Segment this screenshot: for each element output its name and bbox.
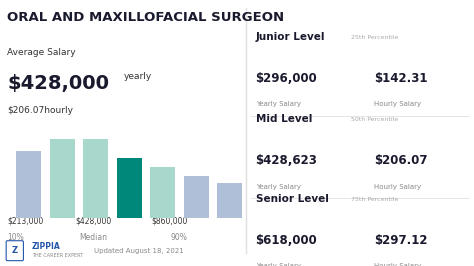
Text: 75th Percentile: 75th Percentile (351, 197, 399, 202)
Text: Median: Median (80, 233, 108, 242)
Text: $296,000: $296,000 (255, 72, 317, 85)
Text: Z: Z (12, 246, 18, 255)
Text: Yearly Salary: Yearly Salary (255, 101, 301, 107)
Text: ORAL AND MAXILLOFACIAL SURGEON: ORAL AND MAXILLOFACIAL SURGEON (8, 11, 284, 24)
Text: Senior Level: Senior Level (255, 194, 328, 204)
Text: 10%: 10% (8, 233, 24, 242)
Text: $428,000: $428,000 (75, 217, 112, 226)
Text: $428,623: $428,623 (255, 154, 318, 167)
Bar (117, 157, 142, 218)
Text: $618,000: $618,000 (255, 234, 317, 247)
Text: Junior Level: Junior Level (255, 32, 325, 42)
Text: Average Salary: Average Salary (8, 48, 76, 57)
Text: Yearly Salary: Yearly Salary (255, 184, 301, 190)
Bar (16, 151, 41, 218)
Bar (83, 139, 108, 218)
Text: 90%: 90% (171, 233, 187, 242)
Text: $206.07: $206.07 (374, 154, 428, 167)
Text: Mid Level: Mid Level (255, 114, 312, 124)
Text: Hourly Salary: Hourly Salary (374, 263, 421, 266)
Text: $428,000: $428,000 (8, 74, 109, 93)
Text: $213,000: $213,000 (8, 217, 44, 226)
Bar (217, 183, 242, 218)
Text: Updated August 18, 2021: Updated August 18, 2021 (94, 248, 183, 254)
Bar (150, 167, 175, 218)
Text: yearly: yearly (123, 72, 152, 81)
Text: Hourly Salary: Hourly Salary (374, 184, 421, 190)
Text: THE CAREER EXPERT: THE CAREER EXPERT (32, 253, 83, 258)
Bar (50, 139, 75, 218)
Text: 50th Percentile: 50th Percentile (351, 117, 398, 122)
Text: Hourly Salary: Hourly Salary (374, 101, 421, 107)
Text: 25th Percentile: 25th Percentile (351, 35, 399, 40)
Text: $206.07hourly: $206.07hourly (8, 106, 73, 115)
Text: $142.31: $142.31 (374, 72, 428, 85)
Bar (183, 176, 209, 218)
Text: ZIPPIA: ZIPPIA (32, 242, 61, 251)
Text: Yearly Salary: Yearly Salary (255, 263, 301, 266)
Text: $297.12: $297.12 (374, 234, 428, 247)
Text: $860,000: $860,000 (151, 217, 187, 226)
FancyBboxPatch shape (6, 241, 23, 261)
